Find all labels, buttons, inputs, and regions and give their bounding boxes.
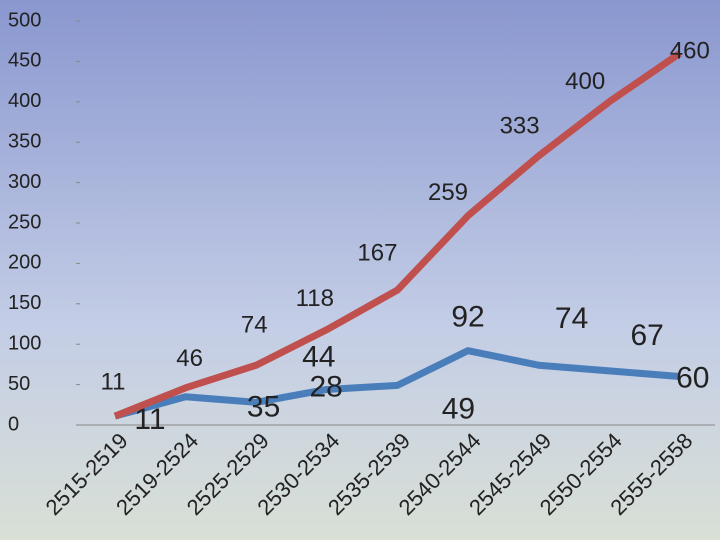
- y-tick-label: 50: [8, 373, 30, 395]
- line: [113, 50, 682, 420]
- y-tick-label: 250: [8, 211, 41, 233]
- y-tick-label: 500: [8, 9, 41, 31]
- data-label: 49: [442, 392, 475, 425]
- data-label: 67: [631, 319, 664, 352]
- data-label: 460: [670, 38, 710, 65]
- data-label: 60: [676, 361, 709, 394]
- data-label: 74: [241, 312, 268, 339]
- data-label: 167: [357, 239, 397, 266]
- data-label: 44: [302, 340, 335, 373]
- y-tick-label: 450: [8, 50, 41, 72]
- y-tick-label: 200: [8, 252, 41, 274]
- y-tick-label: 100: [8, 332, 41, 354]
- y-tick-label: 0: [8, 413, 19, 435]
- data-label: 118: [296, 285, 334, 312]
- y-tick-label: 150: [8, 292, 41, 314]
- y-tick-label: 400: [8, 90, 41, 112]
- data-label: 92: [451, 301, 484, 334]
- y-tick-label: 350: [8, 130, 41, 152]
- data-label: 333: [500, 112, 540, 139]
- data-label: 259: [428, 179, 468, 206]
- y-tick-label: 300: [8, 171, 41, 193]
- data-label: 11: [101, 368, 126, 395]
- data-label: 35: [247, 391, 280, 424]
- data-label: 74: [555, 302, 588, 335]
- data-label: 400: [565, 68, 605, 95]
- data-label: 28: [310, 370, 343, 403]
- data-label: 46: [176, 345, 203, 372]
- line: [114, 347, 681, 420]
